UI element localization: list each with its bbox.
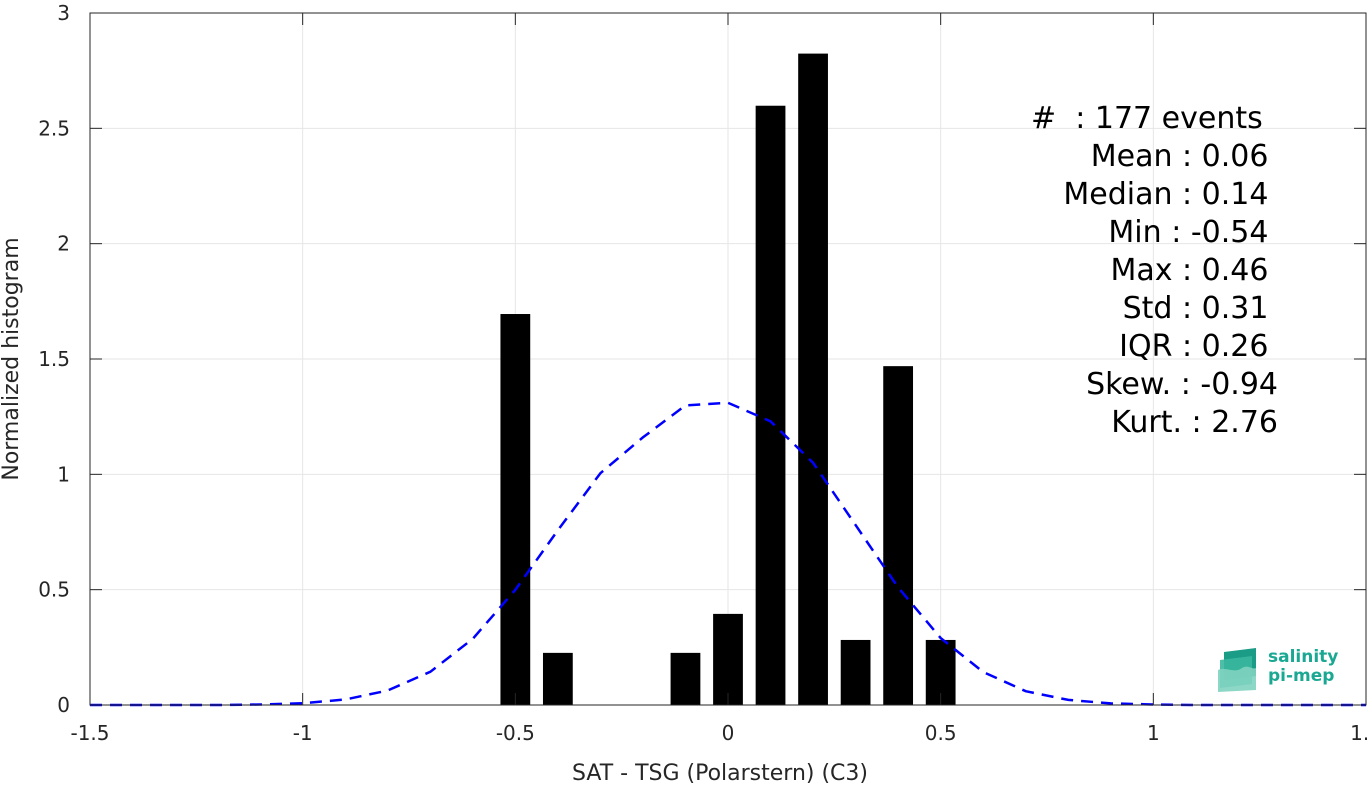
y-tick-label: 2.5 (38, 116, 70, 140)
y-tick-label: 1.5 (38, 347, 70, 371)
histogram-bar (798, 53, 828, 705)
stat-median: Median : 0.14 (1063, 177, 1278, 212)
stat-max: Max : 0.46 (1110, 253, 1278, 288)
histogram-bar (500, 314, 531, 705)
x-tick-label: 0 (722, 721, 735, 745)
histogram-bars (500, 53, 956, 705)
stat-events: # : 177 events (1031, 101, 1263, 136)
wave-logo-icon (1218, 648, 1256, 692)
histogram-bar (840, 639, 871, 705)
y-tick-label: 0.5 (38, 578, 70, 602)
x-tick-label: -1.5 (70, 721, 109, 745)
logo-line-pimep: pi-mep (1268, 666, 1335, 686)
x-tick-label: 1 (1147, 721, 1160, 745)
axes-frame (89, 12, 1367, 706)
logo-line-salinity: salinity (1268, 647, 1339, 667)
y-tick-label: 0 (57, 693, 70, 717)
stat-iqr: IQR : 0.26 (1119, 329, 1278, 364)
x-tick-label: -1 (293, 721, 313, 745)
y-tick-label: 2 (57, 232, 70, 256)
salinity-pimep-logo: salinity pi-mep (1216, 646, 1346, 694)
y-tick-label: 3 (57, 1, 70, 25)
stat-skew: Skew. : -0.94 (1086, 367, 1278, 402)
y-axis-label: Normalized histogram (0, 237, 24, 480)
y-tick-labels: 0 0.5 1 1.5 2 2.5 3 (38, 1, 70, 717)
histogram-bar (542, 652, 573, 705)
stat-mean: Mean : 0.06 (1090, 139, 1278, 174)
histogram-bar (670, 652, 701, 705)
x-axis-label: SAT - TSG (Polarstern) (C3) (572, 761, 868, 785)
histogram-bar (755, 105, 786, 705)
x-tick-label: 0.5 (925, 721, 957, 745)
statistics-box: # : 177 events Mean : 0.06 Median : 0.14… (1000, 100, 1278, 442)
x-tick-label: -0.5 (496, 721, 535, 745)
stat-min: Min : -0.54 (1108, 215, 1278, 250)
y-tick-label: 1 (57, 462, 70, 486)
x-tick-label: 1.5 (1350, 721, 1367, 745)
stat-kurt: Kurt. : 2.76 (1111, 405, 1278, 440)
histogram-bar (713, 613, 743, 705)
x-tick-labels: -1.5 -1 -0.5 0 0.5 1 1.5 (70, 721, 1367, 745)
histogram-bar (883, 366, 914, 705)
stat-std: Std : 0.31 (1122, 291, 1278, 326)
